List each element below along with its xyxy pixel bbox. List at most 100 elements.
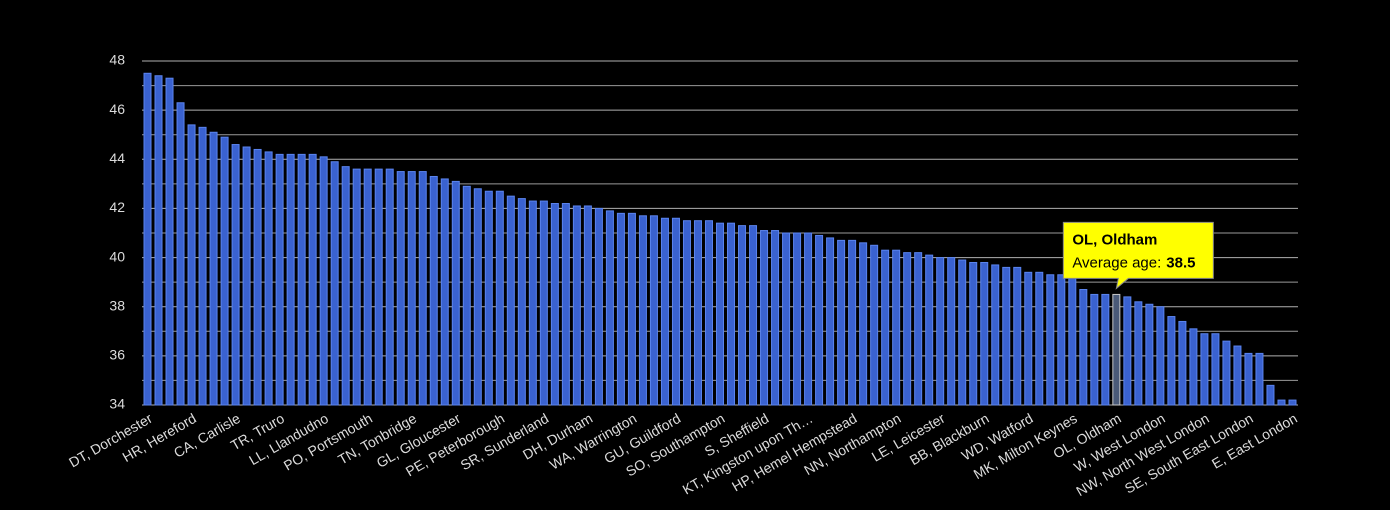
bar bbox=[727, 222, 736, 406]
bar bbox=[1255, 352, 1264, 406]
bar bbox=[815, 234, 824, 406]
bar bbox=[749, 225, 758, 406]
bar bbox=[1046, 274, 1055, 406]
bar bbox=[517, 198, 526, 406]
bar bbox=[980, 261, 989, 406]
bar bbox=[1211, 333, 1220, 406]
bar bbox=[1156, 306, 1165, 406]
y-tick-label: 48 bbox=[109, 52, 125, 68]
bar bbox=[1068, 276, 1077, 406]
bar bbox=[473, 188, 482, 406]
bar bbox=[1002, 266, 1011, 406]
bar bbox=[903, 252, 912, 406]
bar bbox=[1178, 320, 1187, 406]
bar bbox=[914, 252, 923, 406]
bar bbox=[209, 131, 218, 406]
bar bbox=[451, 180, 460, 406]
bar bbox=[484, 190, 493, 406]
bar bbox=[429, 175, 438, 406]
bar bbox=[528, 200, 537, 406]
bar bbox=[682, 220, 691, 406]
bar bbox=[418, 171, 427, 406]
bar bbox=[616, 212, 625, 406]
bar bbox=[495, 190, 504, 406]
bar bbox=[1079, 289, 1088, 406]
bar bbox=[991, 264, 1000, 406]
bar bbox=[363, 168, 372, 406]
y-tick-label: 46 bbox=[109, 101, 125, 117]
bar bbox=[1134, 301, 1143, 406]
y-tick-label: 36 bbox=[109, 347, 125, 363]
bar bbox=[760, 230, 769, 406]
bar bbox=[1090, 293, 1099, 406]
bar bbox=[264, 151, 273, 406]
bar bbox=[1057, 274, 1066, 406]
bar bbox=[561, 203, 570, 406]
bar bbox=[572, 205, 581, 406]
bar bbox=[738, 225, 747, 406]
bar bbox=[947, 257, 956, 406]
tooltip-label: Average age: bbox=[1072, 254, 1161, 271]
bar bbox=[859, 242, 868, 406]
tooltip: OL, Oldham Average age: 38.5 bbox=[1062, 221, 1214, 290]
bar bbox=[330, 161, 339, 406]
bar bbox=[440, 178, 449, 406]
bar bbox=[649, 215, 658, 406]
bar bbox=[396, 171, 405, 406]
bar bbox=[671, 217, 680, 406]
bar bbox=[1222, 340, 1231, 406]
bar bbox=[1288, 399, 1297, 406]
bar bbox=[1200, 333, 1209, 406]
bar bbox=[627, 212, 636, 406]
y-tick-label: 34 bbox=[109, 396, 125, 412]
bar bbox=[143, 72, 152, 406]
bar bbox=[594, 207, 603, 406]
bar bbox=[1112, 293, 1121, 406]
tooltip-title: OL, Oldham bbox=[1072, 231, 1157, 248]
bar bbox=[198, 126, 207, 406]
y-tick-label: 42 bbox=[109, 199, 125, 215]
bar bbox=[958, 259, 967, 406]
y-tick-label: 40 bbox=[109, 248, 125, 264]
bar bbox=[176, 102, 185, 406]
bar bbox=[704, 220, 713, 406]
bar bbox=[308, 153, 317, 406]
y-tick-label: 38 bbox=[109, 297, 125, 313]
bar bbox=[1123, 296, 1132, 406]
bar bbox=[716, 222, 724, 406]
bar bbox=[969, 261, 978, 406]
bar bbox=[1244, 352, 1253, 406]
bar bbox=[231, 144, 240, 406]
bar bbox=[638, 215, 647, 406]
bar bbox=[881, 249, 890, 406]
bar bbox=[693, 220, 702, 406]
bar bbox=[605, 210, 614, 406]
tooltip-box bbox=[1062, 221, 1214, 290]
bar bbox=[1101, 293, 1110, 406]
bar bbox=[1167, 316, 1176, 406]
tooltip-value: 38.5 bbox=[1166, 254, 1195, 271]
bar bbox=[837, 239, 846, 406]
bar bbox=[936, 257, 945, 406]
bar bbox=[1277, 399, 1286, 406]
bar bbox=[286, 153, 295, 406]
bar bbox=[374, 168, 383, 406]
bar bbox=[1013, 266, 1022, 406]
bar bbox=[870, 244, 879, 406]
bar bbox=[1233, 345, 1242, 406]
bar bbox=[275, 153, 284, 406]
bar bbox=[506, 195, 515, 406]
bar bbox=[925, 254, 934, 406]
bar bbox=[583, 205, 592, 406]
bar bbox=[462, 185, 471, 406]
y-tick-label: 44 bbox=[109, 150, 125, 166]
bar bbox=[242, 146, 251, 406]
bar bbox=[1024, 271, 1033, 406]
tooltip-line: Average age: 38.5 bbox=[1072, 254, 1195, 271]
bar bbox=[1266, 384, 1275, 406]
bar bbox=[319, 156, 328, 406]
bar bbox=[1035, 271, 1044, 406]
bar bbox=[771, 230, 780, 406]
bar bbox=[550, 203, 559, 406]
